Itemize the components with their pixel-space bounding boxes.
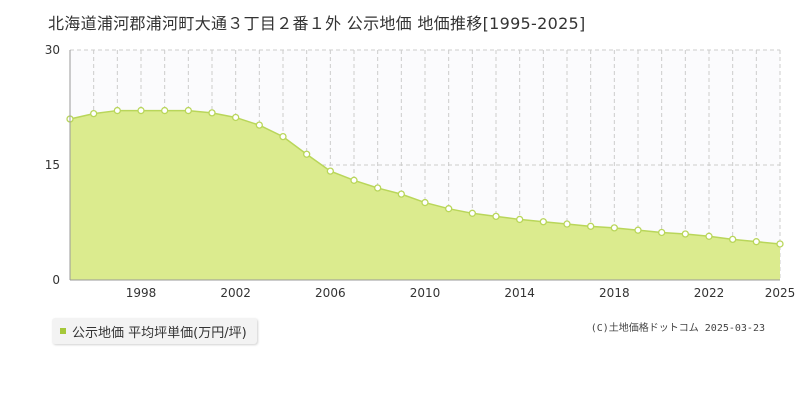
data-point <box>468 209 476 217</box>
data-point <box>303 150 311 158</box>
data-point <box>255 121 263 129</box>
data-point <box>161 106 169 115</box>
x-tick-labels: 1998 2002 2006 2010 2014 2018 2022 2025 <box>126 286 796 300</box>
data-point <box>539 218 547 226</box>
x-tick-label: 2018 <box>599 286 630 300</box>
data-point <box>113 106 121 115</box>
data-point <box>516 215 524 224</box>
series-markers <box>66 106 784 248</box>
x-tick-label: 2025 <box>765 286 796 300</box>
y-tick-labels: 0 15 30 <box>45 43 60 287</box>
copyright-credit: (C)土地価格ドットコム 2025-03-23 <box>590 323 765 334</box>
legend-swatch <box>60 328 66 334</box>
x-tick-label: 2002 <box>220 286 251 300</box>
x-tick-label: 2010 <box>410 286 441 300</box>
data-point <box>610 224 618 232</box>
data-point <box>705 232 713 240</box>
data-point <box>421 198 429 207</box>
data-point <box>326 167 334 175</box>
data-point <box>776 240 784 248</box>
chart-title: 北海道浦河郡浦河町大通３丁目２番１外 公示地価 地価推移[1995-2025] <box>48 14 586 33</box>
data-point <box>634 226 642 234</box>
data-point <box>137 106 145 115</box>
data-point <box>729 235 737 244</box>
axes <box>69 50 780 281</box>
y-tick-label: 15 <box>45 158 60 172</box>
y-tick-label: 0 <box>52 273 60 287</box>
data-point <box>681 230 689 238</box>
x-tick-label: 2014 <box>504 286 535 300</box>
data-point <box>445 205 453 213</box>
data-point <box>587 222 595 230</box>
data-point <box>658 228 666 237</box>
data-point <box>752 238 760 246</box>
x-tick-label: 1998 <box>126 286 157 300</box>
data-point <box>492 212 500 221</box>
y-tick-label: 30 <box>45 43 60 57</box>
data-point <box>184 106 192 115</box>
legend-label: 公示地価 平均坪単価(万円/坪) <box>72 325 247 341</box>
data-point <box>374 184 382 192</box>
data-point <box>350 176 358 184</box>
x-tick-label: 2006 <box>315 286 346 300</box>
data-point <box>90 109 98 118</box>
data-point <box>563 220 571 228</box>
data-point <box>279 132 287 141</box>
data-point <box>232 113 240 122</box>
area-fill <box>70 110 780 280</box>
data-point <box>208 109 216 117</box>
data-point <box>397 190 405 198</box>
legend: 公示地価 平均坪単価(万円/坪) <box>52 318 257 344</box>
x-tick-label: 2022 <box>694 286 725 300</box>
